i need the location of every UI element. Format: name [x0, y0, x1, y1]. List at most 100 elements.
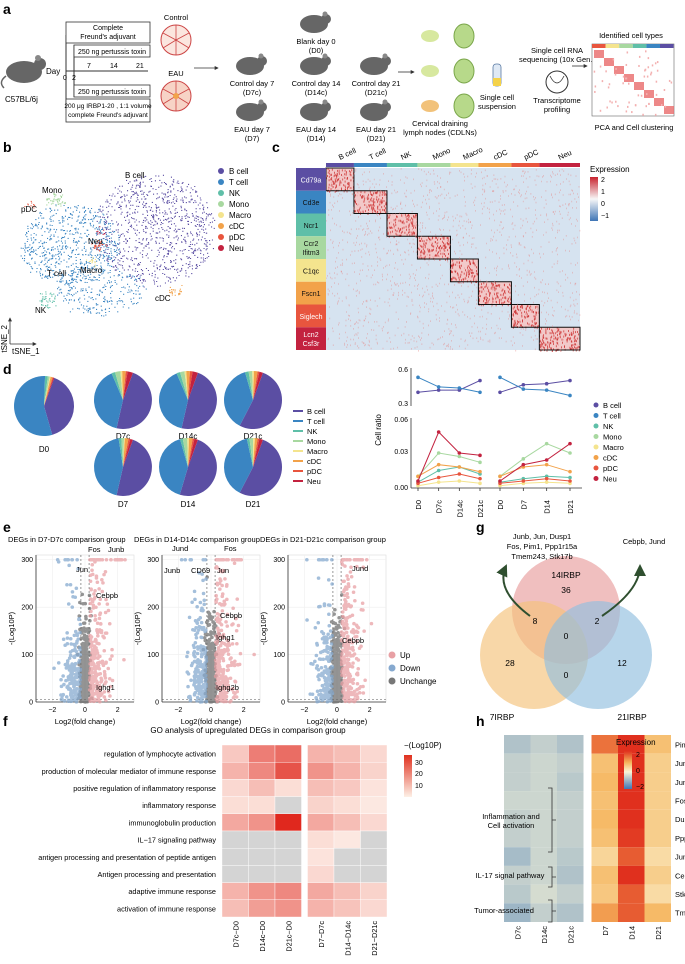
go-column-label: D21c−D0	[284, 921, 293, 952]
venn-count-7-21: 0	[564, 670, 569, 680]
go-cell	[221, 796, 249, 814]
h-column-label: D21c	[566, 926, 575, 944]
h-gene-label: Fos	[675, 796, 685, 805]
line-point	[416, 375, 420, 380]
suspension-label-1: Single cell	[480, 93, 515, 102]
tsne-legend-label: NK	[229, 189, 241, 198]
go-cell	[248, 865, 276, 883]
tsne-legend: B cell T cell NK Mono Macro cDC pDC Neu	[218, 167, 252, 253]
go-cell	[248, 848, 276, 866]
y-tick: 0.00	[394, 485, 408, 492]
pie-slice-mono	[249, 437, 254, 467]
tsne-xlabel: tSNE_1	[12, 347, 40, 356]
line-legend-label: B cell	[603, 401, 622, 410]
go-term-label: adaptive immune response	[128, 887, 216, 896]
line-legend-label: Neu	[603, 475, 617, 484]
panel-f-go-heatmap: GO analysis of upregulated DEGs in compa…	[38, 726, 442, 956]
tsne-cluster-nk	[39, 291, 57, 309]
line-point	[478, 476, 482, 481]
go-term-label: immunoglobulin production	[129, 818, 216, 827]
pie-slice-macro	[253, 438, 255, 467]
line-point	[436, 480, 441, 484]
volcano-points-down	[52, 557, 83, 704]
pie-slice-cdc	[253, 371, 258, 400]
line-point	[568, 479, 572, 483]
line-point	[436, 468, 441, 473]
h-cell	[644, 809, 671, 829]
panel-b-tsne: B cell Mono pDC Neu T cell Macro cDC NK …	[0, 167, 252, 356]
tsne-cluster-mono	[46, 193, 66, 207]
eau-eye-icon	[160, 80, 192, 112]
venn-genes-left-3: Tmem243, Stk17b	[511, 552, 572, 561]
go-cell	[360, 744, 388, 763]
go-cell	[307, 796, 335, 814]
group-label-d21c-2: (D21c)	[365, 88, 388, 97]
pie-D7	[94, 438, 152, 496]
volcano-gene-label: Cebpb	[220, 611, 242, 620]
line-point	[478, 390, 482, 395]
go-cell	[333, 848, 361, 866]
tsne-legend-swatch	[218, 179, 224, 185]
pie-slice-nk	[245, 371, 253, 400]
volcano-points-down	[179, 557, 209, 704]
svg-text:7: 7	[87, 63, 91, 70]
tsne-legend-swatch	[218, 234, 224, 240]
line-point	[498, 474, 502, 479]
h-cell	[557, 753, 584, 773]
pie-slice-t-cell	[158, 373, 188, 429]
legend-up: Up	[400, 651, 411, 660]
h-cell	[591, 772, 618, 792]
venn-label-21: 21IRBP	[617, 712, 647, 722]
pie-slice-nk	[118, 438, 123, 467]
go-term-label: activation of immune response	[117, 904, 216, 913]
h-cell	[644, 847, 671, 866]
pie-slice-mono	[180, 371, 188, 400]
day-label: Day	[46, 67, 60, 76]
tsne-legend-label: cDC	[229, 222, 245, 231]
pie-slice-cdc	[186, 371, 190, 400]
volcano-points-up	[213, 557, 256, 704]
group-label-d21-2: (D21)	[367, 134, 386, 143]
line-series-b-cell	[499, 380, 571, 393]
c-legend-title: Expression	[590, 165, 630, 174]
go-cell	[360, 796, 388, 814]
line-legend-swatch	[593, 413, 599, 418]
h-column-label: D14c	[540, 926, 549, 944]
c-row-block	[296, 281, 326, 305]
venn-label-14: 14IRBP	[551, 570, 581, 580]
c-legend-bar	[590, 177, 598, 221]
volcano-x-tick: 0	[335, 707, 339, 714]
pie-slice-mono	[115, 371, 123, 400]
h-cell	[591, 735, 618, 754]
h-cell	[557, 884, 584, 904]
h-cell	[504, 735, 531, 754]
h-cell	[618, 847, 645, 866]
line-ylabel: Cell ratio	[374, 414, 383, 446]
y-tick: 0.3	[398, 401, 408, 408]
go-cell	[274, 899, 302, 918]
y-tick: 0.6	[398, 367, 408, 374]
line-point	[416, 474, 420, 479]
c-group-bar	[326, 163, 354, 167]
tsne-legend-label: T cell	[229, 178, 248, 187]
pie-slice-cdc	[253, 438, 258, 467]
pie-slice-pdc	[188, 438, 195, 467]
c-diagonal-box	[416, 235, 451, 260]
volcano-xlabel: Log2(fold change)	[55, 717, 116, 726]
go-term-label: antigen processing and presentation of p…	[38, 853, 216, 862]
c-row-gene-label: Csf3r	[303, 341, 320, 348]
volcano-y-tick: 200	[273, 605, 285, 612]
pie-slice-b-cell	[239, 439, 283, 497]
pie-label: D21	[246, 500, 261, 509]
c-row-gene-label: Siglech	[300, 314, 323, 321]
go-cell	[274, 744, 302, 763]
h-cell	[644, 884, 671, 904]
go-cell	[360, 830, 388, 849]
line-point	[416, 390, 420, 395]
cfa-label-line1: Complete	[93, 25, 123, 32]
c-row-gene-label: Cd3e	[303, 200, 320, 207]
h-column-label: D7	[601, 926, 610, 936]
pie-legend-label: T cell	[307, 417, 325, 426]
go-cell	[307, 779, 335, 797]
h-legend-bar	[624, 751, 632, 789]
